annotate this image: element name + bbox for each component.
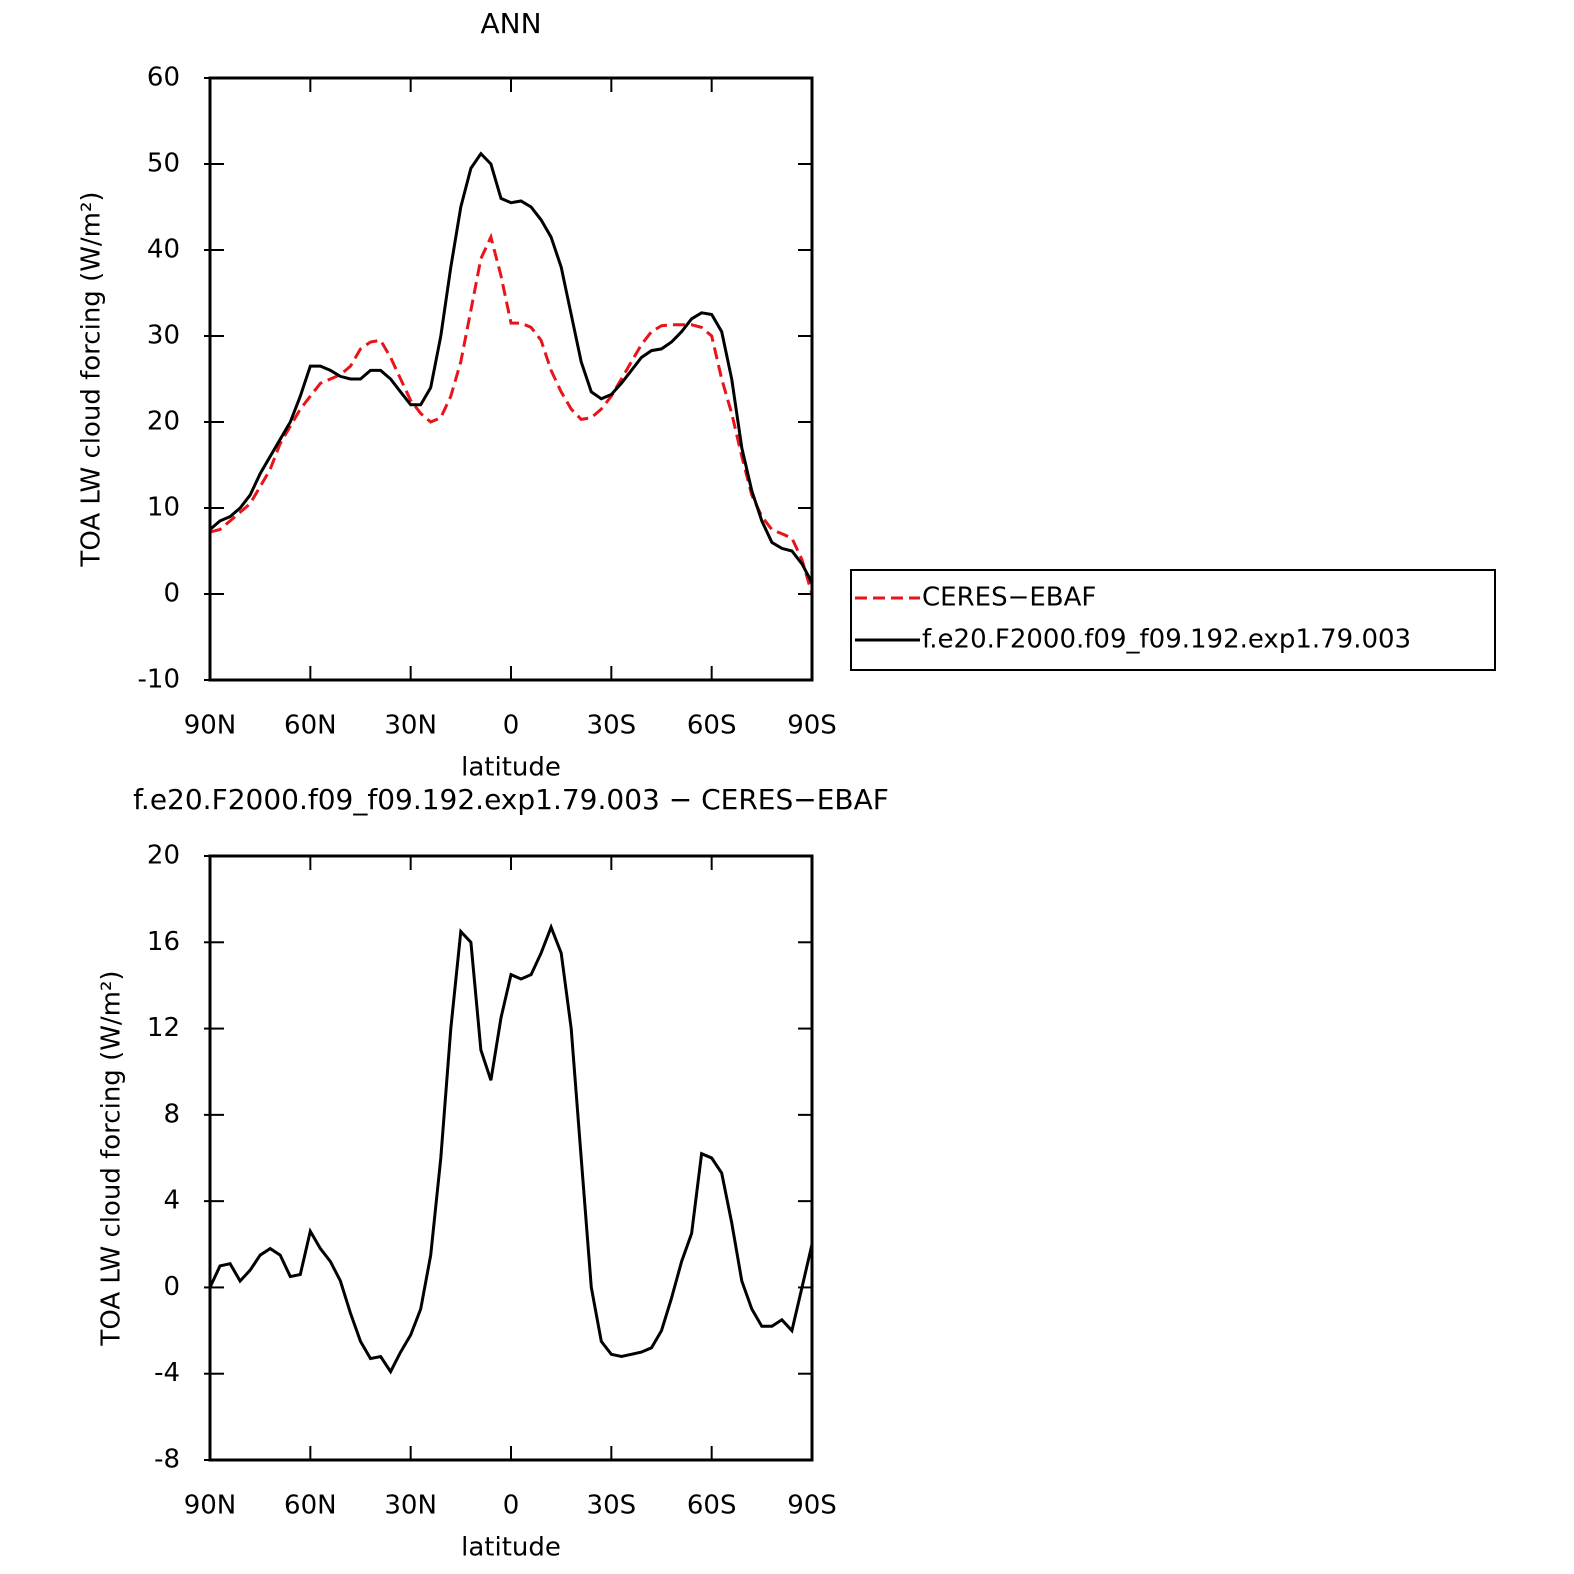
x-axis-label: latitude	[461, 1533, 561, 1563]
y-tick-label: 4	[163, 1186, 180, 1216]
x-tick-label: 0	[503, 711, 520, 741]
y-tick-label: 0	[163, 1272, 180, 1302]
chart-title: ANN	[480, 7, 541, 40]
x-tick-label: 90N	[184, 1491, 237, 1521]
chart-title: f.e20.F2000.f09_f09.192.exp1.79.003 − CE…	[133, 783, 889, 816]
y-axis-label: TOA LW cloud forcing (W/m²)	[77, 191, 107, 567]
y-tick-label: 16	[147, 927, 180, 957]
y-tick-label: 0	[163, 579, 180, 609]
y-tick-label: 8	[163, 1099, 180, 1129]
y-tick-label: 40	[147, 235, 180, 265]
x-axis-label: latitude	[461, 753, 561, 783]
legend-label: CERES−EBAF	[922, 583, 1096, 613]
data-line	[209, 151, 814, 584]
plot-frame	[208, 76, 814, 682]
y-tick-label: 30	[147, 321, 180, 351]
x-tick-label: 90N	[184, 711, 237, 741]
plot-frame	[208, 854, 814, 1462]
x-tick-label: 30N	[384, 1491, 437, 1521]
y-tick-label: 10	[147, 493, 180, 523]
x-tick-label: 90S	[787, 711, 837, 741]
y-tick-label: 50	[147, 149, 180, 179]
legend-box	[850, 569, 1496, 671]
x-tick-label: 90S	[787, 1491, 837, 1521]
y-tick-label: -8	[154, 1445, 180, 1475]
x-tick-label: 30N	[384, 711, 437, 741]
data-line	[209, 232, 814, 595]
y-tick-label: 20	[147, 407, 180, 437]
x-tick-label: 30S	[587, 711, 637, 741]
legend-label: f.e20.F2000.f09_f09.192.exp1.79.003	[922, 625, 1411, 655]
y-tick-label: -4	[154, 1358, 180, 1388]
y-axis-label: TOA LW cloud forcing (W/m²)	[97, 970, 127, 1346]
x-tick-label: 60N	[284, 1491, 337, 1521]
x-tick-label: 60S	[687, 711, 737, 741]
x-tick-label: 60N	[284, 711, 337, 741]
y-tick-label: -10	[138, 665, 180, 695]
x-tick-label: 30S	[587, 1491, 637, 1521]
x-tick-label: 0	[503, 1491, 520, 1521]
data-line	[208, 923, 814, 1375]
x-tick-label: 60S	[687, 1491, 737, 1521]
y-tick-label: 12	[147, 1013, 180, 1043]
y-tick-label: 60	[147, 63, 180, 93]
y-tick-label: 20	[147, 841, 180, 871]
